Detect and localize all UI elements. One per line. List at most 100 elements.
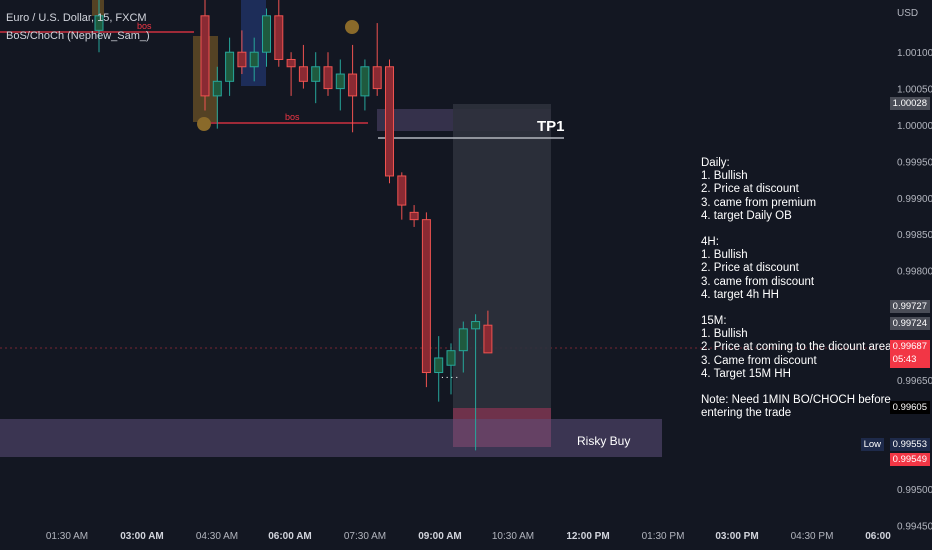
tp1-label: TP1 (537, 118, 565, 135)
time-tick-label: 09:00 AM (418, 531, 462, 542)
price-tick-label: 1.00100 (897, 48, 932, 59)
note-line: Note: Need 1MIN BO/CHOCH before (701, 394, 891, 407)
candle-body (348, 73, 358, 97)
note-line: 1. Bullish (701, 170, 748, 183)
swing-low-marker (197, 117, 211, 131)
price-tag-value: 1.00028 (892, 98, 927, 109)
note-line: 4. Target 15M HH (701, 367, 791, 380)
price-tick-label: 1.00000 (897, 121, 932, 132)
time-tick-label: 01:30 AM (46, 531, 88, 542)
price-tag-value: 0.99724 (892, 318, 927, 329)
candle-body (483, 324, 493, 354)
low-label: Low (860, 438, 884, 451)
price-tag-value: 0.99727 (892, 301, 927, 312)
price-tag: 0.99605 (889, 401, 930, 414)
time-tick-label: 01:30 PM (642, 531, 685, 542)
candle-body (212, 80, 222, 97)
price-axis[interactable]: USD 1.00100 1.00050 1.00000 0.99950 0.99900 0.… (897, 8, 932, 532)
risky-buy-label: Risky Buy (577, 434, 630, 448)
candle-body (446, 350, 456, 366)
price-tick-label: 0.99950 (897, 157, 932, 168)
time-tick-label: 12:00 PM (566, 531, 609, 542)
candle-body (434, 357, 444, 374)
candle-body (298, 66, 308, 82)
candle-body (286, 58, 296, 68)
note-block: 15M: 1. Bullish 2. Price at coming to the … (701, 315, 892, 381)
note-block: 4H: 1. Bullish 2. Price at discount 3. came… (701, 236, 892, 302)
candle-body (94, 15, 104, 31)
time-tick-label: 07:30 AM (344, 531, 386, 542)
candle-body (409, 211, 419, 221)
price-tag: 0.99724 (889, 317, 930, 330)
candle-body (225, 51, 235, 82)
time-axis[interactable]: 01:30 AM 03:00 AM 04:30 AM 06:00 AM 07:30 AM… (46, 531, 891, 542)
note-line: Daily: (701, 157, 730, 169)
bos-label-1: bos (137, 21, 152, 31)
candle-body (262, 15, 271, 53)
note-line: 4H: (701, 236, 719, 249)
indicator-label[interactable]: BoS/ChoCh (Nephew_Sam_) (6, 30, 150, 42)
price-tick-label: 1.00050 (897, 85, 932, 96)
note-line: 2. Price at discount (701, 262, 799, 275)
time-tick-label: 06:00 (865, 531, 891, 542)
price-tag-value: 0.99553 (892, 439, 927, 450)
price-tick-label: 0.99800 (897, 267, 932, 278)
note-block: Daily: 1. Bullish 2. Price at discount 3. c… (701, 157, 892, 223)
candle-body (274, 15, 284, 60)
note-line: 4. target 4h HH (701, 288, 779, 301)
price-tag: 0.99553 (889, 438, 930, 451)
time-tick-label: 10:30 AM (492, 531, 534, 542)
swing-high-marker (345, 20, 359, 34)
highlight-box-orange-top (92, 0, 104, 16)
price-tag-value: 0.99549 (892, 454, 927, 465)
candle-body (200, 15, 210, 97)
note-line: 3. came from premium (701, 196, 817, 209)
note-line: 2. Price at coming to the dicount area (701, 341, 892, 354)
candle-body (323, 66, 333, 90)
candle-body (385, 66, 394, 177)
candle-body (335, 73, 345, 90)
analysis-note: Daily: 1. Bullish 2. Price at discount 3. c… (701, 157, 892, 433)
bos-label-2: bos (285, 112, 300, 122)
time-tick-label: 03:00 AM (120, 531, 164, 542)
price-tick-label: 0.99850 (897, 230, 932, 241)
candle-body (458, 328, 468, 352)
note-line: 15M: (701, 315, 727, 328)
candle-body (237, 51, 247, 68)
candle-body (249, 51, 259, 68)
price-tick-label: 0.99450 (897, 521, 932, 532)
demand-zone (0, 419, 662, 457)
candle-body (397, 175, 407, 206)
countdown-label: 05:43 (892, 354, 917, 365)
note-line: 2. Price at discount (701, 183, 799, 196)
price-tag: 0.99687 05:43 (889, 340, 930, 368)
price-tick-label: 0.99650 (897, 376, 932, 387)
candle-body (421, 219, 431, 374)
dots-marker: .... (441, 370, 460, 381)
time-tick-label: 03:00 PM (715, 531, 758, 542)
candle-body (311, 66, 321, 82)
note-line: entering the trade (701, 407, 792, 420)
note-line: 3. came from discount (701, 275, 815, 288)
time-tick-label: 04:30 AM (196, 531, 238, 542)
chart-title: Euro / U.S. Dollar, 15, FXCM (6, 12, 147, 24)
time-tick-label: 06:00 AM (268, 531, 312, 542)
price-tag: 0.99727 (889, 300, 930, 313)
price-tick-label: 0.99500 (897, 485, 932, 496)
note-line: 4. target Daily OB (701, 209, 792, 222)
price-tick-label: 0.99900 (897, 194, 932, 205)
candle-body (471, 321, 481, 330)
candle-series (94, 0, 493, 451)
time-tick-label: 04:30 PM (791, 531, 834, 542)
candle-body (372, 66, 382, 90)
note-line: 3. Came from discount (701, 354, 817, 367)
note-block: Note: Need 1MIN BO/CHOCH before entering … (701, 394, 892, 420)
price-tag: 0.99549 (889, 453, 930, 466)
currency-label: USD (897, 8, 918, 19)
target-box (453, 104, 551, 408)
highlight-box-blue (241, 0, 266, 86)
candle-body (360, 66, 370, 97)
price-tag: 1.00028 (889, 97, 930, 110)
price-tag-value: 0.99687 (892, 341, 927, 352)
